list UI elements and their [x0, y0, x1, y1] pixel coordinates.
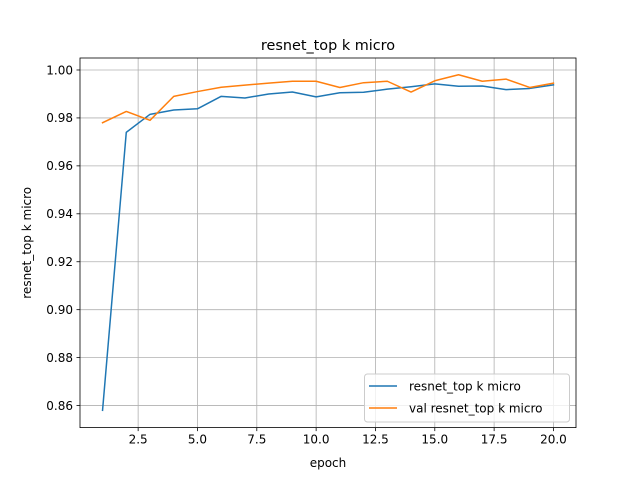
- y-axis-label: resnet_top k micro: [20, 187, 34, 299]
- y-tick-label: 0.96: [46, 159, 73, 173]
- x-tick-label: 12.5: [362, 433, 389, 447]
- legend: resnet_top k micro val resnet_top k micr…: [364, 373, 570, 423]
- series-line-1: [101, 83, 555, 412]
- y-tick-label: 0.86: [46, 399, 73, 413]
- x-tick-label: 20.0: [540, 433, 567, 447]
- x-tick-label: 15.0: [421, 433, 448, 447]
- x-tick-label: 10.0: [303, 433, 330, 447]
- x-axis: 2.5 5.0 7.5 10.0 12.5 15.0 17.5 20.0: [129, 427, 567, 447]
- x-tick-label: 17.5: [481, 433, 508, 447]
- y-tick-label: 0.90: [46, 303, 73, 317]
- plot-frame: [79, 57, 577, 429]
- x-axis-label: epoch: [310, 456, 347, 470]
- y-tick-label: 1.00: [46, 63, 73, 77]
- legend-label-series-2: val resnet_top k micro: [409, 402, 542, 416]
- x-tick-label: 5.0: [188, 433, 207, 447]
- legend-label-series-1: resnet_top k micro: [409, 380, 521, 394]
- y-axis: 0.86 0.88 0.90 0.92 0.94 0.96 0.98 1.00: [46, 63, 80, 413]
- series-layer: [101, 74, 555, 412]
- x-tick-label: 2.5: [129, 433, 148, 447]
- legend-box: [364, 373, 570, 423]
- series-line-2: [101, 74, 555, 124]
- grid-lines: [80, 58, 576, 428]
- x-tick-label: 7.5: [247, 433, 266, 447]
- y-tick-label: 0.88: [46, 351, 73, 365]
- y-tick-label: 0.94: [46, 207, 73, 221]
- y-tick-label: 0.98: [46, 111, 73, 125]
- chart-title: resnet_top k micro: [261, 38, 395, 54]
- y-tick-label: 0.92: [46, 255, 73, 269]
